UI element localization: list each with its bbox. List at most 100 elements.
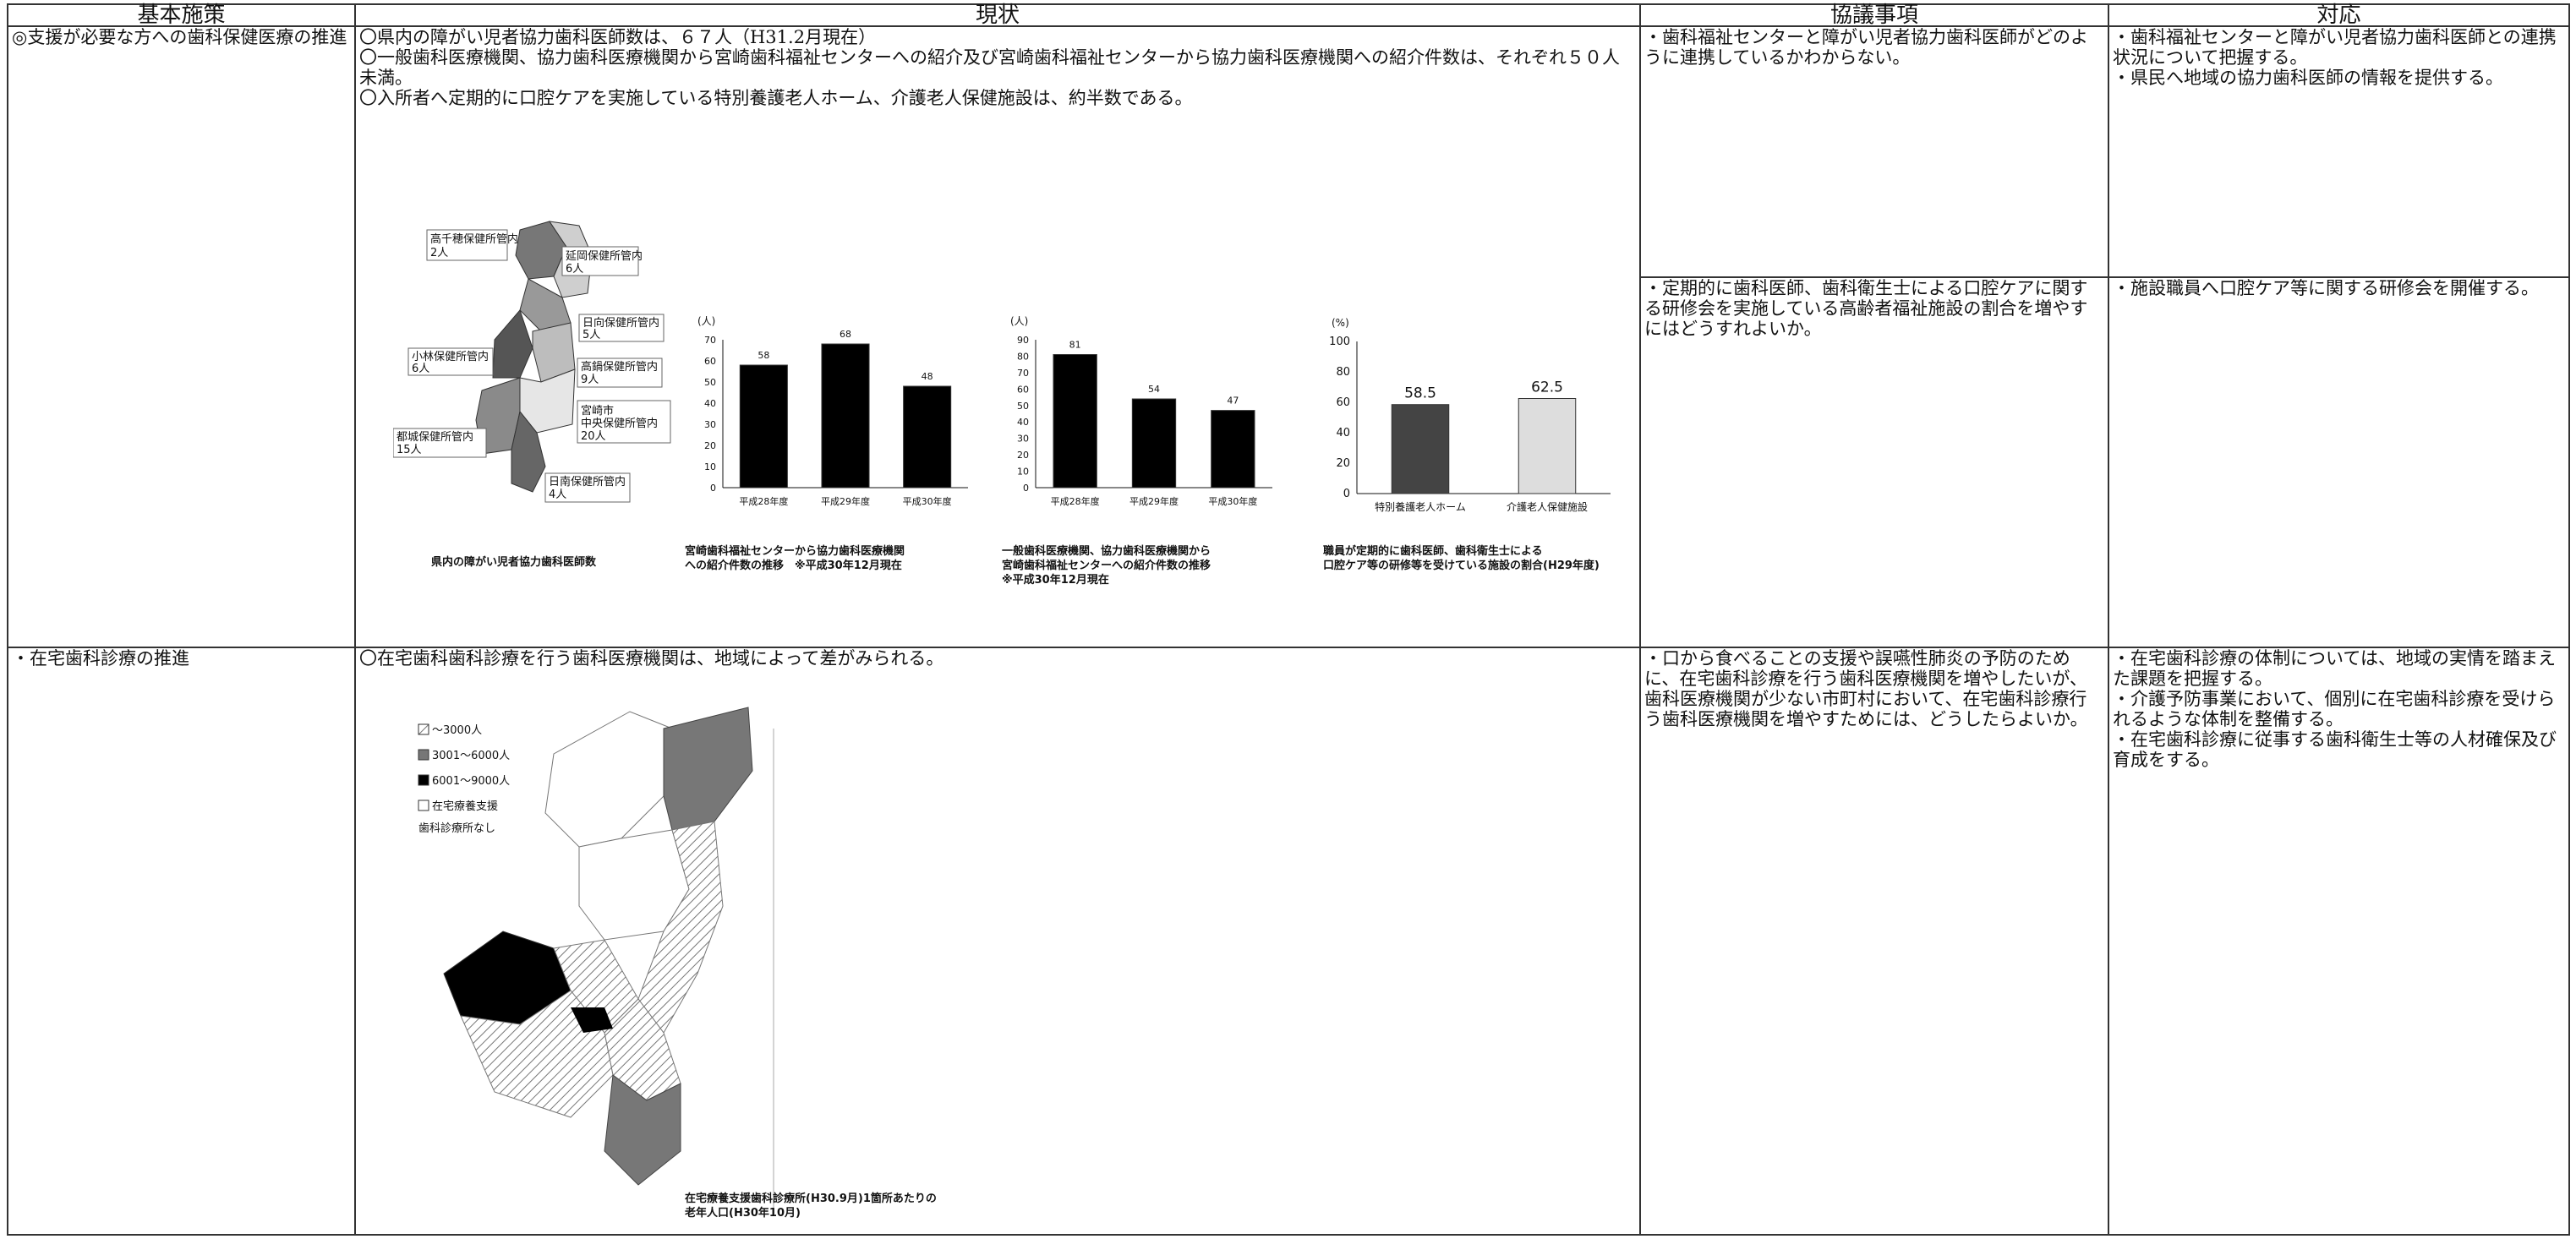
- row-home-dental: ・在宅歯科診療の推進 〇在宅歯科歯科診療を行う歯科医療機関は、地域によって差がみ…: [7, 647, 2570, 1236]
- map-labels: [392, 229, 671, 503]
- bar: [903, 385, 952, 489]
- map-area-south: [604, 1074, 681, 1186]
- y-tick-label: 50: [704, 377, 716, 388]
- data-label: 62.5: [1531, 379, 1563, 396]
- y-tick-label: 20: [704, 440, 716, 451]
- header-status: 現状: [354, 3, 1641, 27]
- bar: [1391, 404, 1450, 494]
- y-tick-label: 10: [704, 461, 716, 472]
- category-label: 平成29年度: [1129, 495, 1179, 507]
- y-tick-label: 100: [1329, 336, 1350, 348]
- row1-issue-top: ・歯科福祉センターと障がい児者協力歯科医師がどのように連携しているかわからない。: [1644, 27, 2088, 68]
- map-label-takachiho: 高千穂保健所管内: [430, 232, 518, 246]
- map-count-nichinan: 4人: [549, 489, 566, 501]
- map-area-nobeoka: [663, 707, 753, 831]
- row1-response-top-box: ・歯科福祉センターと障がい児者協力歯科医師との連携状況について把握する。 ・県民…: [2109, 27, 2568, 278]
- y-tick-label: 40: [1017, 417, 1029, 428]
- row1-response-bottom-box: ・施設職員へ口腔ケア等に関する研修会を開催する。: [2109, 278, 2568, 298]
- chart1-caption: 宮崎歯科福祉センターから協力歯科医療機関 への紹介件数の推移 ※平成30年12月…: [685, 545, 905, 572]
- row1-status-cell: 〇県内の障がい児者協力歯科医師数は、６７人（H31.2月現在） 〇一般歯科医療機…: [354, 25, 1641, 648]
- data-label: 58.5: [1404, 385, 1436, 402]
- y-tick-label: 90: [1017, 335, 1029, 346]
- data-label: 58: [757, 350, 769, 361]
- row1-status-line-2: 〇一般歯科医療機関、協力歯科医療機関から宮崎歯科福祉センターへの紹介及び宮崎歯科…: [359, 47, 1620, 88]
- category-label: 平成30年度: [1208, 495, 1257, 507]
- bar: [739, 364, 788, 489]
- header-response: 対応: [2108, 3, 2570, 27]
- data-label: 54: [1148, 384, 1160, 395]
- map-count-takanabe: 9人: [581, 374, 599, 386]
- home-dental-map: ～3000人 3001～6000人 6001～9000人 在宅療養支援 歯科診療…: [418, 707, 774, 1210]
- header-row: 基本施策 現状 協議事項 対応: [7, 3, 2570, 27]
- row1-policy: ◎支援が必要な方への歯科保健医療の推進: [12, 27, 347, 47]
- chart1-figure: (人) 0 10 20 30 40 50 60 70 58 平成28年度 68 平成29年度 48 平成30…: [689, 306, 976, 517]
- chart1-svg: (人) 0 10 20 30 40 50 60 70 58 平成28年度 68 平成29年度 48 平成30…: [697, 315, 968, 507]
- y-tick-label: 30: [1017, 434, 1029, 445]
- y-tick-label: 30: [704, 419, 716, 430]
- y-tick-label: 80: [1336, 366, 1350, 379]
- map-count-miyakonojo: 15人: [397, 444, 422, 456]
- y-tick-label: 0: [1023, 483, 1029, 494]
- map-region-nichinan: [511, 410, 546, 493]
- bar: [1053, 354, 1097, 489]
- header-policy: 基本施策: [7, 3, 356, 27]
- bar: [821, 343, 870, 489]
- map-count-takachiho: 2人: [430, 247, 448, 259]
- dentist-map-caption: 県内の障がい児者協力歯科医師数: [431, 556, 597, 569]
- map-label-takanabe: 高鍋保健所管内: [581, 360, 658, 374]
- category-label: 平成28年度: [1051, 495, 1100, 507]
- y-tick-label: 50: [1017, 401, 1029, 412]
- legend-item-5: 歯科診療所なし: [418, 821, 495, 835]
- row2-status: 〇在宅歯科歯科診療を行う歯科医療機関は、地域によって差がみられる。: [359, 648, 944, 669]
- row1-issue-top-box: ・歯科福祉センターと障がい児者協力歯科医師がどのように連携しているかわからない。: [1641, 27, 2108, 278]
- y-axis-label: (人): [697, 315, 715, 327]
- y-tick-label: 80: [1017, 351, 1029, 362]
- y-tick-label: 20: [1017, 450, 1029, 461]
- row1-status-line-3: 〇入所者へ定期的に口腔ケアを実施している特別養護老人ホーム、介護老人保健施設は、…: [359, 88, 1193, 108]
- legend-item-1: ～3000人: [432, 724, 482, 737]
- category-label: 介護老人保健施設: [1507, 500, 1588, 513]
- legend-item-2: 3001～6000人: [432, 750, 510, 762]
- dentist-map: 高千穂保健所管内 2人 延岡保健所管内 6人 日向保健所管内 5人 小林保健所管…: [392, 221, 671, 503]
- header-issues: 協議事項: [1639, 3, 2109, 27]
- dentist-map-figure: 高千穂保健所管内 2人 延岡保健所管内 6人 日向保健所管内 5人 小林保健所管…: [392, 213, 672, 534]
- row-special-needs: ◎支援が必要な方への歯科保健医療の推進 〇県内の障がい児者協力歯科医師数は、６７…: [7, 25, 2570, 648]
- y-tick-label: 60: [704, 356, 716, 367]
- y-tick-label: 0: [710, 483, 716, 494]
- chart3-caption: 職員が定期的に歯科医師、歯科衛生士による 口腔ケア等の研修等を受けている施設の割…: [1323, 545, 1600, 572]
- map-label-miyakonojo: 都城保健所管内: [397, 430, 473, 444]
- row1-issues-cell: ・歯科福祉センターと障がい児者協力歯科医師がどのように連携しているかわからない。…: [1639, 25, 2109, 648]
- category-label: 平成28年度: [739, 495, 788, 507]
- row1-response-bottom: ・施設職員へ口腔ケア等に関する研修会を開催する。: [2113, 278, 2539, 298]
- bar: [1518, 398, 1577, 494]
- map-count-hyuga: 5人: [582, 329, 600, 341]
- y-tick-label: 0: [1343, 488, 1350, 500]
- chart3-figure: (%) 0 20 40 60 80 100 58.5 特別養護老人ホーム 62.5 介護老人保健施設: [1306, 306, 1627, 526]
- y-tick-label: 60: [1336, 396, 1350, 409]
- home-dental-map-caption: 在宅療養支援歯科診療所(H30.9月)1箇所あたりの 老年人口(H30年10月): [685, 1193, 937, 1220]
- row2-status-cell: 〇在宅歯科歯科診療を行う歯科医療機関は、地域によって差がみられる。: [354, 647, 1641, 1236]
- row1-status-line-1: 〇県内の障がい児者協力歯科医師数は、６７人（H31.2月現在）: [359, 27, 877, 47]
- map-label-nichinan: 日南保健所管内: [549, 475, 626, 489]
- y-tick-label: 10: [1017, 467, 1029, 478]
- legend-item-3: 6001～9000人: [432, 775, 510, 788]
- policy-table: 基本施策 現状 協議事項 対応 ◎支援が必要な方への歯科保健医療の推進 〇県内の…: [7, 3, 2570, 1236]
- map-label-kobayashi: 小林保健所管内: [412, 350, 489, 363]
- y-tick-label: 40: [704, 398, 716, 409]
- map-label-nobeoka: 延岡保健所管内: [566, 249, 643, 263]
- y-tick-label: 70: [704, 335, 716, 346]
- map-count-nobeoka: 6人: [566, 263, 583, 276]
- bar: [1131, 398, 1177, 489]
- y-axis-label: (人): [1010, 315, 1028, 327]
- y-tick-label: 60: [1017, 384, 1029, 395]
- data-label: 68: [840, 329, 851, 340]
- y-tick-label: 40: [1336, 427, 1350, 439]
- map-label-text: 高千穂保健所管内 2人 延岡保健所管内 6人 日向保健所管内 5人 小林保健所管…: [397, 232, 659, 501]
- row2-policy: ・在宅歯科診療の推進: [12, 648, 189, 669]
- map-label-miyazaki-2: 中央保健所管内: [581, 417, 658, 430]
- row1-response-cell: ・歯科福祉センターと障がい児者協力歯科医師との連携状況について把握する。 ・県民…: [2108, 25, 2570, 648]
- row2-response: ・在宅歯科診療の体制については、地域の実情を踏まえた課題を把握する。 ・介護予防…: [2113, 648, 2557, 770]
- map-area-island: [571, 1007, 613, 1033]
- map-count-kobayashi: 6人: [412, 363, 429, 375]
- row2-issues-cell: ・口から食べることの支援や誤嚥性肺炎の予防のために、在宅歯科診療を行う歯科医療機…: [1639, 647, 2109, 1236]
